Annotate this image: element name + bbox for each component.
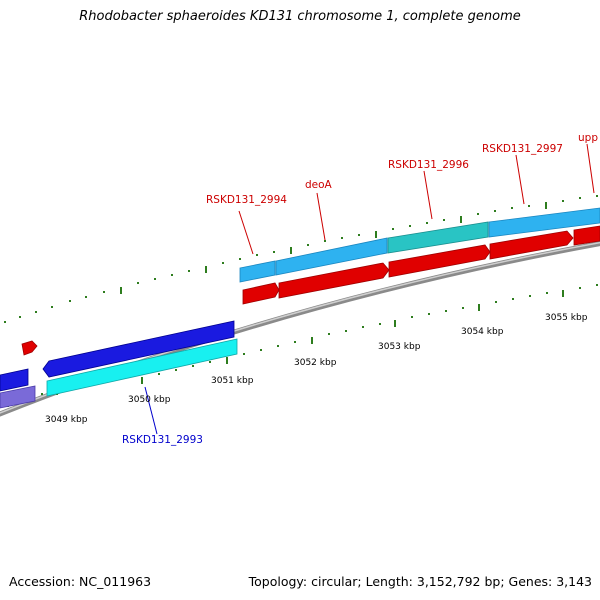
cds-RSKD131_2997[interactable] bbox=[488, 207, 600, 238]
cds-deoA[interactable] bbox=[275, 237, 388, 276]
kbp-label: 3054 kbp bbox=[461, 327, 504, 337]
gene-label-deoA: deoA bbox=[305, 179, 333, 191]
cds-forward-arrow[interactable] bbox=[489, 230, 574, 260]
forward-inner-cds-track bbox=[21, 225, 600, 356]
genome-summary-text: Topology: circular; Length: 3,152,792 bp… bbox=[248, 574, 592, 589]
outer-tick-track bbox=[4, 195, 598, 323]
accession-text: Accession: NC_011963 bbox=[9, 574, 152, 589]
cds-forward-arrow[interactable] bbox=[388, 244, 491, 278]
cds-forward-arrow[interactable] bbox=[573, 225, 600, 246]
reverse-outer-cds-track bbox=[0, 320, 235, 392]
cds-reverse-lavender[interactable] bbox=[0, 385, 36, 409]
kbp-label: 3053 kbp bbox=[378, 342, 421, 352]
gene-label-RSKD131_2993: RSKD131_2993 bbox=[122, 434, 203, 446]
kbp-label: 3055 kbp bbox=[545, 313, 588, 323]
cds-forward-arrow[interactable] bbox=[242, 282, 280, 305]
gene-label-RSKD131_2996: RSKD131_2996 bbox=[388, 159, 469, 171]
inner-tick-track bbox=[7, 284, 598, 407]
cds-forward-arrow[interactable] bbox=[278, 262, 390, 299]
label-leader-lines bbox=[144, 143, 595, 435]
kbp-label: 3050 kbp bbox=[128, 395, 171, 405]
cds-forward-arrow-small[interactable] bbox=[21, 340, 38, 356]
map-title: Rhodobacter sphaeroides KD131 chromosome… bbox=[79, 9, 521, 24]
gene-label-RSKD131_2997: RSKD131_2997 bbox=[482, 143, 563, 155]
cds-RSKD131_2996[interactable] bbox=[387, 221, 489, 254]
kbp-label: 3049 kbp bbox=[45, 415, 88, 425]
reverse-inner-cds-track bbox=[0, 338, 238, 409]
cds-reverse-arrow[interactable] bbox=[0, 368, 29, 392]
cds-RSKD131_2993[interactable] bbox=[46, 338, 238, 397]
kbp-label: 3052 kbp bbox=[294, 358, 337, 368]
cds-reverse-arrow[interactable] bbox=[42, 320, 235, 378]
gene-label-upp: upp bbox=[578, 132, 598, 144]
gene-label-RSKD131_2994: RSKD131_2994 bbox=[206, 194, 287, 206]
forward-outer-cds-track bbox=[239, 207, 600, 283]
cds-RSKD131_2994[interactable] bbox=[239, 260, 276, 283]
kbp-label: 3051 kbp bbox=[211, 376, 254, 386]
